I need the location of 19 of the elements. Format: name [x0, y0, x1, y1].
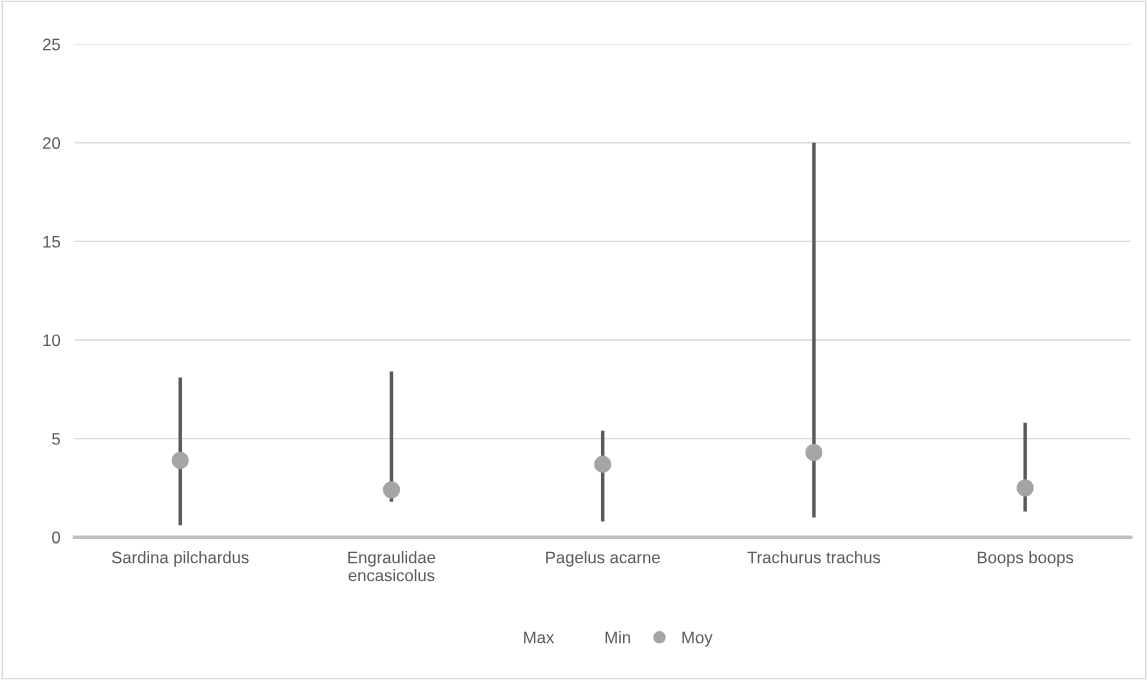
text: Min	[605, 631, 631, 644]
y-tick-label: 15	[43, 235, 61, 248]
x-tick-label: Pagelus acarne	[546, 551, 660, 567]
x-tick-label: Trachurus trachus	[747, 551, 881, 564]
text: Max	[524, 631, 555, 644]
x-tick-label: Boops boops	[977, 551, 1074, 567]
legend-label: Moy	[682, 631, 713, 647]
point	[1016, 479, 1034, 497]
x-tick-label: Sardina pilchardus	[111, 551, 249, 567]
point	[594, 455, 612, 473]
y-tick-label: 20	[43, 137, 61, 149]
point	[382, 481, 401, 499]
point	[171, 451, 189, 469]
y-tick-label: 5	[52, 433, 61, 445]
y-tick-label: 25	[43, 38, 61, 51]
point	[805, 443, 823, 462]
x-tick-label: Engraulidae encasicolus	[348, 551, 436, 582]
y-tick-label: 0	[52, 531, 61, 544]
y-tick-label: 10	[43, 334, 61, 347]
